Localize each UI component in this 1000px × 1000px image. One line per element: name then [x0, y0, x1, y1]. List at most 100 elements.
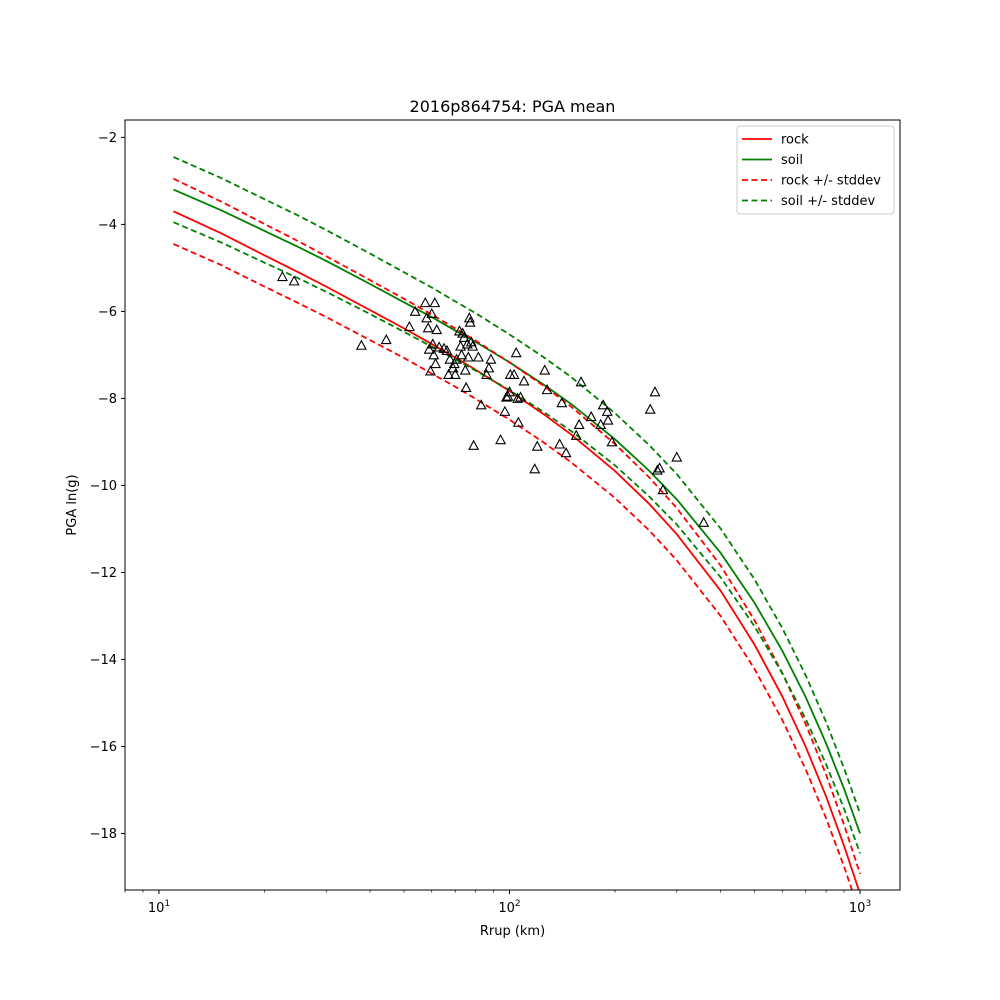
observation-marker: [597, 399, 609, 410]
curves-group: [173, 156, 861, 890]
observation-marker: [475, 399, 487, 410]
observation-marker: [560, 447, 572, 458]
observation-marker: [276, 270, 288, 282]
observation-marker: [468, 439, 480, 450]
observation-marker: [570, 429, 582, 440]
observation-marker: [698, 516, 710, 527]
observation-marker: [671, 451, 683, 462]
observation-marker: [485, 353, 497, 364]
observation-marker: [510, 346, 522, 358]
legend-entry-label: rock +/- stddev: [781, 174, 881, 189]
observation-marker: [500, 391, 512, 402]
series-line-4: [173, 156, 861, 814]
plot-frame: [124, 119, 901, 891]
y-tick-label: −12: [90, 566, 117, 581]
observation-marker: [380, 333, 392, 345]
observation-marker: [601, 405, 613, 416]
observation-marker: [429, 296, 441, 308]
legend: rock soil rock +/- stddev soil +/- stddev: [736, 125, 895, 215]
observation-marker: [512, 416, 524, 427]
series-line-1: [173, 188, 861, 834]
observation-marker: [467, 340, 479, 351]
y-tick-label: −14: [90, 653, 117, 668]
observation-marker: [464, 316, 476, 327]
y-tick-label: −2: [98, 131, 117, 146]
observation-marker: [457, 327, 469, 338]
observation-marker: [539, 364, 551, 375]
observations-group: [276, 270, 710, 527]
observation-marker: [606, 436, 618, 447]
observation-marker: [529, 463, 541, 474]
chart-title: 2016p864754: PGA mean: [410, 97, 616, 116]
observation-marker: [462, 351, 474, 362]
observation-marker: [585, 410, 597, 422]
series-line-3: [173, 243, 853, 890]
observation-marker: [459, 364, 471, 375]
observation-marker: [428, 349, 440, 360]
observation-marker: [575, 376, 587, 387]
observation-marker: [456, 349, 468, 360]
observation-marker: [429, 357, 442, 369]
observation-marker: [556, 397, 568, 408]
observation-marker: [431, 323, 443, 335]
observation-marker: [518, 375, 530, 386]
x-tick-label: 103: [849, 899, 871, 916]
observation-marker: [472, 351, 484, 362]
x-tick-label: 101: [148, 899, 170, 916]
observation-marker: [483, 362, 495, 373]
observation-marker: [422, 322, 434, 333]
observation-marker: [355, 339, 367, 350]
observation-marker: [443, 368, 455, 379]
y-tick-label: −10: [90, 479, 117, 494]
observation-marker: [515, 391, 527, 402]
observation-marker: [458, 331, 470, 342]
observation-marker: [495, 433, 507, 445]
observation-marker: [441, 344, 453, 356]
observation-marker: [499, 405, 511, 416]
observation-marker: [651, 464, 663, 475]
observation-marker: [433, 341, 445, 352]
observation-marker: [427, 338, 439, 349]
y-axis-label: PGA ln(g): [65, 474, 80, 535]
observation-marker: [503, 386, 516, 397]
observation-marker: [465, 336, 477, 347]
x-axis-label: Rrup (km): [480, 924, 545, 939]
observation-marker: [403, 320, 415, 332]
observation-marker: [424, 365, 436, 376]
observation-marker: [463, 312, 475, 323]
observation-marker: [423, 343, 435, 354]
legend-entry-label: rock: [781, 133, 809, 148]
y-axis: −2 −4 −6 −8 −10 −12 −14 −16 −18: [90, 131, 125, 842]
observation-marker: [554, 438, 566, 449]
observation-marker: [654, 462, 666, 473]
observation-marker: [419, 296, 431, 308]
y-tick-label: −16: [90, 740, 117, 755]
observation-marker: [508, 368, 520, 379]
x-tick-label: 102: [498, 899, 520, 916]
observation-marker: [657, 484, 669, 495]
observation-marker: [512, 392, 524, 403]
legend-entry-label: soil: [781, 153, 803, 168]
y-tick-label: −6: [98, 305, 117, 320]
plot-area: [125, 120, 900, 890]
observation-marker: [426, 307, 438, 319]
observation-marker: [460, 381, 472, 393]
observation-marker: [455, 340, 467, 351]
observation-marker: [444, 353, 456, 364]
observation-marker: [481, 368, 493, 379]
y-tick-label: −8: [98, 392, 117, 407]
legend-entry-label: soil +/- stddev: [781, 194, 876, 209]
observation-marker: [461, 338, 473, 349]
observation-marker: [644, 403, 656, 414]
observation-marker: [531, 440, 543, 451]
observation-marker: [409, 305, 421, 316]
series-line-0: [173, 210, 860, 890]
observation-marker: [288, 275, 300, 286]
observation-marker: [649, 386, 661, 397]
observation-marker: [573, 418, 585, 429]
observation-marker: [541, 383, 553, 395]
x-axis: 101 102 103: [124, 890, 871, 916]
observation-marker: [602, 414, 614, 425]
series-line-5: [173, 221, 861, 854]
y-tick-label: −4: [98, 218, 117, 233]
